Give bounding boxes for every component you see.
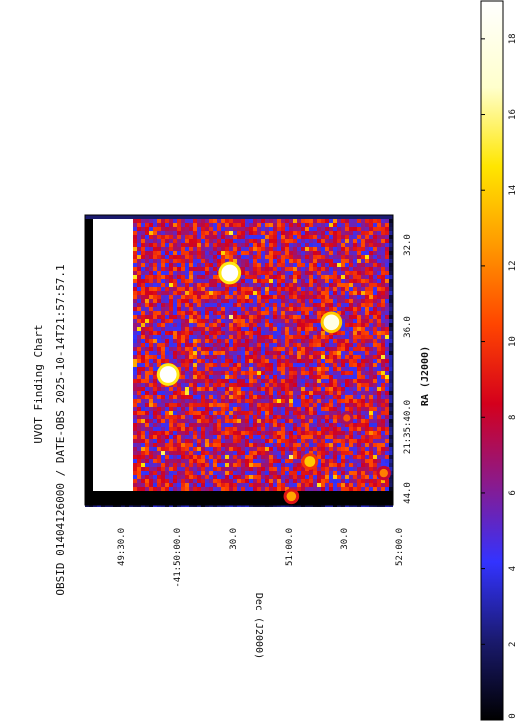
colorbar-tick-label: 0 <box>508 713 518 718</box>
source-2 <box>221 264 239 282</box>
colorbar <box>480 0 504 721</box>
colorbar-tick-label: 14 <box>508 185 518 196</box>
colorbar-tick-label: 16 <box>508 109 518 120</box>
dec-axis-label: Dec (J2000) <box>253 593 264 659</box>
dec-tick-label: 30.0 <box>229 528 239 550</box>
dec-tick-label: 51:00.0 <box>285 528 295 566</box>
colorbar-tick-label: 2 <box>508 642 518 647</box>
image-edge-left <box>85 215 93 505</box>
ra-tick-labels: 44.0 21:35:40.0 36.0 32.0 <box>403 234 413 504</box>
chart-title: UVOT Finding Chart <box>32 324 45 443</box>
dec-tick-label: 52:00.0 <box>395 528 405 566</box>
dec-tick-label: 30.0 <box>340 528 350 550</box>
dec-tick-labels: 49:30.0 -41:50:00.0 30.0 51:00.0 30.0 52:00.0 <box>117 528 405 588</box>
source-3 <box>323 314 340 331</box>
saturated-band <box>93 215 133 503</box>
colorbar-tick-label: 6 <box>508 490 518 495</box>
source-5 <box>286 491 297 502</box>
ra-tick-label: 44.0 <box>403 482 413 504</box>
colorbar-tick-label: 8 <box>508 415 518 420</box>
image-edge-bottom <box>85 491 393 505</box>
colorbar-tick-label: 4 <box>508 566 518 571</box>
colorbar-tick-label: 12 <box>508 260 518 271</box>
image-frame <box>84 214 394 506</box>
dec-tick-label: 49:30.0 <box>117 528 127 566</box>
ra-tick-label: 36.0 <box>403 316 413 338</box>
source-7 <box>343 414 351 422</box>
ra-tick-label: 32.0 <box>403 234 413 256</box>
source-6 <box>379 468 388 478</box>
source-4 <box>304 456 316 467</box>
colorbar-tick-label: 18 <box>508 33 518 44</box>
ra-tick-label: 21:35:40.0 <box>403 400 413 454</box>
image-edge-top <box>85 215 393 219</box>
dec-tick-label: -41:50:00.0 <box>173 528 183 588</box>
chart-subtitle: OBSID 01404126000 / DATE-OBS 2025-10-14T… <box>54 264 67 595</box>
colorbar-ticks: 0 2 4 6 8 10 12 14 16 18 <box>481 33 518 721</box>
uvot-image <box>85 215 393 507</box>
ra-axis-label: RA (J2000) <box>420 346 431 406</box>
source-1 <box>159 366 177 383</box>
colorbar-tick-label: 10 <box>508 336 518 347</box>
